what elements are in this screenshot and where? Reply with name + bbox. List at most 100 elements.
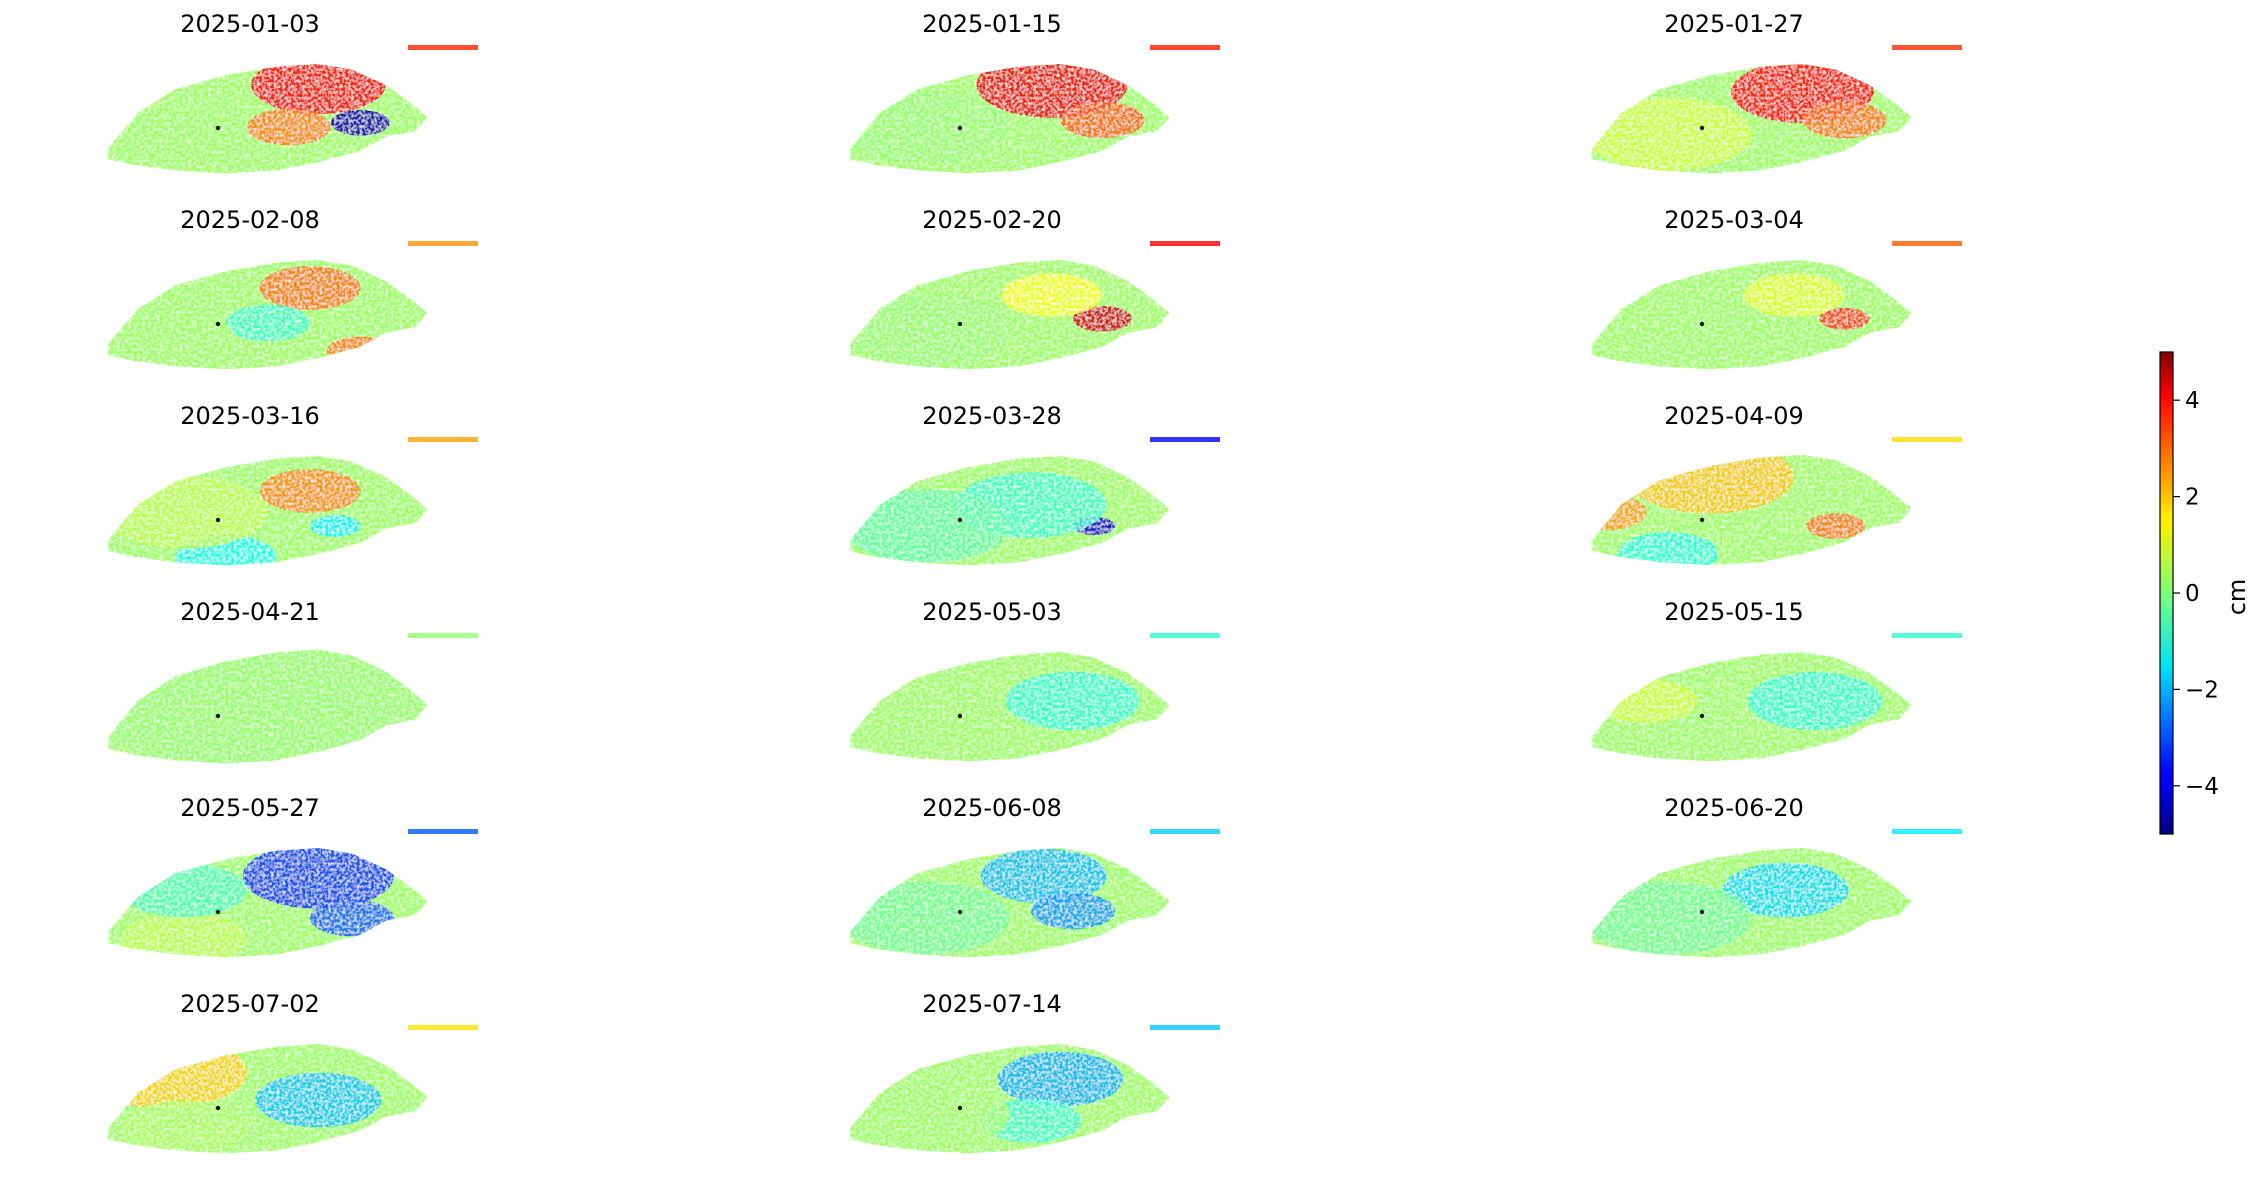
- displacement-hotspot: [1060, 101, 1145, 139]
- map-panel: 2025-02-20: [850, 206, 1220, 370]
- reference-point: [957, 1105, 963, 1111]
- map-panel: 2025-03-04: [1592, 206, 1962, 370]
- panel-date-title: 2025-02-20: [922, 206, 1061, 234]
- panel-date-title: 2025-01-03: [180, 10, 319, 38]
- displacement-hotspot: [310, 515, 361, 537]
- displacement-hotspot: [242, 848, 394, 909]
- colorbar-tick-label: 0: [2185, 581, 2200, 607]
- map-panel: 2025-03-28: [850, 402, 1220, 566]
- reference-point: [957, 125, 963, 131]
- reference-point: [215, 321, 221, 327]
- land-mask: [1592, 454, 1912, 566]
- panel-date-title: 2025-03-16: [180, 402, 319, 430]
- reference-point: [1699, 321, 1705, 327]
- reference-point: [1699, 909, 1705, 915]
- edge-strip: [1892, 633, 1962, 638]
- displacement-hotspot: [1617, 532, 1719, 566]
- displacement-hotspot: [850, 1077, 1010, 1151]
- reference-point: [1699, 517, 1705, 523]
- displacement-hotspot: [121, 911, 247, 958]
- displacement-hotspot: [251, 64, 386, 115]
- panel-date-title: 2025-03-28: [922, 402, 1061, 430]
- colorbar-tick-label: 4: [2185, 388, 2200, 414]
- displacement-hotspot: [1592, 493, 1647, 531]
- map-base: [1592, 260, 1912, 370]
- land-mask: [108, 260, 428, 370]
- land-mask: [850, 456, 1170, 566]
- displacement-hotspot: [255, 1072, 382, 1128]
- map-panel: 2025-04-21: [108, 598, 478, 764]
- map-panel: 2025-05-27: [108, 794, 478, 958]
- edge-strip: [408, 241, 478, 246]
- panel-date-title: 2025-03-04: [1664, 206, 1803, 234]
- edge-strip: [408, 1025, 478, 1030]
- displacement-hotspot: [850, 489, 1010, 563]
- panel-date-title: 2025-05-03: [922, 598, 1061, 626]
- edge-strip: [1150, 1025, 1220, 1030]
- colorbar-tick-label: 2: [2185, 485, 2200, 511]
- displacement-hotspot: [1747, 671, 1883, 731]
- land-mask: [1592, 652, 1912, 762]
- edge-strip: [1892, 241, 1962, 246]
- land-mask: [850, 652, 1170, 762]
- panel-date-title: 2025-04-21: [180, 598, 319, 626]
- reference-point: [215, 1105, 221, 1111]
- displacement-hotspot: [259, 266, 361, 310]
- displacement-hotspot: [1073, 306, 1132, 332]
- reference-point: [1699, 125, 1705, 131]
- colorbar-ticks: −4 −2 0 2 4: [2173, 388, 2219, 800]
- edge-strip: [408, 633, 478, 638]
- reference-point: [957, 321, 963, 327]
- displacement-hotspot: [108, 649, 428, 764]
- displacement-hotspot: [1592, 293, 1752, 367]
- colorbar-scale: [2159, 351, 2174, 835]
- colorbar-tick-label: −2: [2185, 677, 2219, 703]
- land-mask: [1592, 64, 1912, 174]
- displacement-hotspot: [326, 336, 394, 366]
- displacement-hotspot: [133, 315, 235, 359]
- map-panel: 2025-07-02: [108, 990, 478, 1154]
- displacement-hotspot: [850, 90, 1010, 164]
- displacement-hotspot: [1005, 671, 1141, 731]
- panel-date-title: 2025-07-14: [922, 990, 1061, 1018]
- panel-date-title: 2025-02-08: [180, 206, 319, 234]
- displacement-hotspot: [1626, 454, 1794, 514]
- land-mask: [850, 260, 1170, 370]
- map-panel: 2025-06-20: [1592, 794, 1962, 958]
- edge-strip: [1150, 45, 1220, 50]
- land-mask: [850, 64, 1170, 174]
- displacement-hotspot: [108, 1044, 247, 1109]
- colorbar-unit-label: cm: [2223, 579, 2251, 616]
- displacement-hotspot: [259, 469, 361, 513]
- edge-strip: [408, 437, 478, 442]
- edge-strip: [1150, 437, 1220, 442]
- displacement-hotspot: [310, 899, 394, 937]
- panel-date-title: 2025-05-27: [180, 794, 319, 822]
- colorbar: −4 −2 0 2 4 cm: [2159, 351, 2251, 835]
- reference-point: [957, 909, 963, 915]
- edge-strip: [1150, 241, 1220, 246]
- panel-date-title: 2025-06-08: [922, 794, 1061, 822]
- edge-strip: [408, 45, 478, 50]
- displacement-hotspot: [1592, 881, 1752, 955]
- displacement-hotspot: [1819, 307, 1870, 330]
- edge-strip: [1150, 633, 1220, 638]
- land-mask: [108, 64, 428, 174]
- panel-date-title: 2025-04-09: [1664, 402, 1803, 430]
- reference-point: [215, 125, 221, 131]
- edge-strip: [1150, 829, 1220, 834]
- reference-point: [957, 517, 963, 523]
- map-panel: 2025-01-27: [1592, 10, 1962, 174]
- displacement-hotspot: [850, 881, 1010, 955]
- displacement-hotspot: [226, 304, 310, 342]
- reference-point: [215, 713, 221, 719]
- displacement-hotspot: [850, 293, 1010, 367]
- displacement-hotspot: [331, 110, 390, 136]
- edge-strip: [1892, 829, 1962, 834]
- displacement-hotspot: [121, 862, 247, 918]
- displacement-hotspot: [1831, 935, 1883, 957]
- panel-date-title: 2025-01-15: [922, 10, 1061, 38]
- map-panels: 2025-01-03 2025-01-15 2025-01-27 2025-02-08…: [108, 10, 1962, 1154]
- map-panel: 2025-04-09: [1592, 402, 1962, 566]
